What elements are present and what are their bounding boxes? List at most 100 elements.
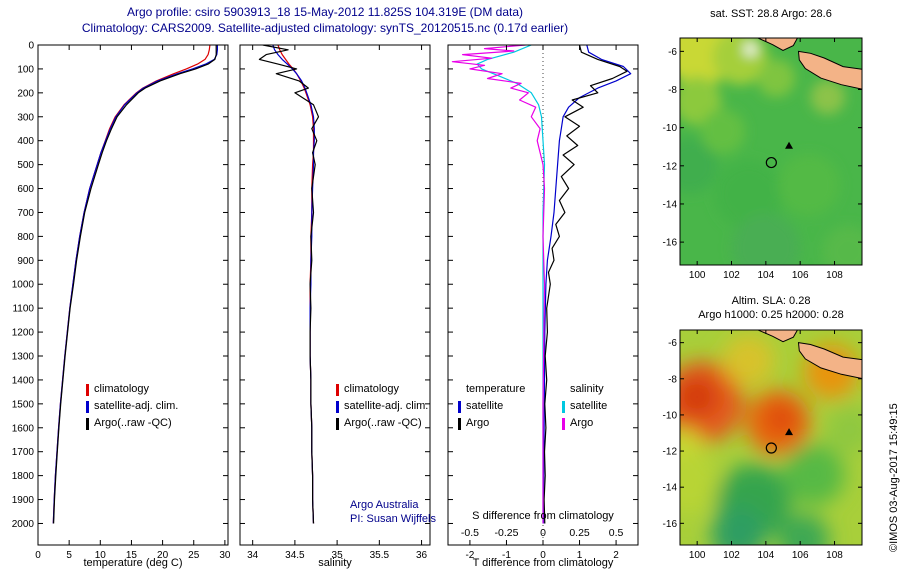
sla_map-ytick-label: -12	[663, 447, 678, 458]
argo-swatch	[336, 417, 339, 430]
temperature-ytick-label: 300	[17, 112, 34, 123]
temperature-ytick-label: 0	[28, 41, 34, 52]
temperature-ytick-label: 100	[17, 64, 34, 75]
temperature-xlabel: temperature (deg C)	[83, 557, 183, 569]
legend-label: satellite	[466, 400, 504, 412]
sla_map-field-blobs	[680, 334, 862, 545]
sla_map-field-blob	[783, 443, 845, 506]
legend-label: Argo(..raw -QC)	[94, 417, 172, 429]
satellite-clim-swatch	[86, 400, 89, 413]
sla_map-ytick-label: -8	[668, 374, 677, 385]
sst_map-ytick-label: -6	[668, 47, 677, 58]
temperature-ytick-label: 1000	[12, 280, 35, 291]
legend-label: satellite-adj. clim.	[94, 400, 179, 412]
sst_map-xtick-label: 100	[689, 270, 706, 281]
difference-series-t-satellite	[543, 45, 632, 524]
legend-item-satellite-clim: satellite-adj. clim.	[86, 398, 178, 415]
temperature-xtick-label: 30	[219, 550, 231, 561]
sla_map-ytick-label: -6	[668, 338, 677, 349]
temperature-ytick-label: 200	[17, 88, 34, 99]
temperature-ytick-label: 1400	[12, 375, 35, 386]
sla_map-island-marker	[785, 428, 794, 436]
s-axis-tick-label: 0	[540, 527, 546, 539]
difference-series-s-argo	[451, 45, 546, 524]
legend-item-t-satellite: satellite	[458, 398, 525, 415]
sla_map-land-coastline	[797, 342, 862, 379]
t-difference-xlabel: T difference from climatology	[472, 557, 614, 569]
difference-panel	[451, 45, 632, 545]
sst_map-field-blob	[731, 213, 801, 265]
sst_map-field-blob	[822, 225, 862, 265]
legend-item-argo: Argo(..raw -QC)	[86, 415, 178, 432]
temperature-ytick-label: 2000	[12, 519, 35, 530]
figure-title-line2: Climatology: CARS2009. Satellite-adjuste…	[81, 21, 569, 35]
difference-series-t-argo	[543, 45, 628, 524]
t-argo-swatch	[458, 417, 461, 430]
sla_map-field-blob	[722, 334, 775, 387]
legend-item-argo: Argo(..raw -QC)	[336, 415, 428, 432]
s-axis-tick-label: 0.5	[609, 527, 624, 539]
sla_map-field-blob	[710, 506, 766, 545]
sst_map-float-location-marker	[765, 156, 777, 169]
sst_map-field-blob	[680, 138, 718, 194]
temperature-xtick-label: 25	[188, 550, 200, 561]
difference-xtick-label: -2	[465, 550, 474, 561]
legend-label: climatology	[344, 383, 400, 395]
temperature-xtick-label: 20	[157, 550, 169, 561]
salinity-xlabel: salinity	[318, 557, 352, 569]
pi-note: PI: Susan Wijffels	[350, 513, 436, 525]
sla_map-ytick-label: -14	[663, 483, 678, 494]
temperature-ytick-label: 700	[17, 208, 34, 219]
temperature-ytick-label: 900	[17, 256, 34, 267]
figure-title-line1: Argo profile: csiro 5903913_18 15-May-20…	[126, 5, 524, 19]
legend-item-satellite-clim: satellite-adj. clim.	[336, 398, 428, 415]
sst_map-land-coastline	[797, 50, 862, 90]
temperature-ytick-label: 1200	[12, 328, 35, 339]
climatology-swatch	[336, 383, 339, 396]
salinity-panel	[258, 45, 320, 524]
sst_map-field-blob	[700, 109, 746, 154]
s-axis-tick-label: -0.25	[494, 527, 518, 539]
legend-label: Argo	[466, 417, 490, 429]
salinity-xtick-label: 34.5	[285, 550, 305, 561]
sst_map-xtick-label: 106	[792, 270, 809, 281]
legend-title: temperature	[466, 383, 526, 395]
imos-watermark: ©IMOS 03-Aug-2017 15:49:15	[888, 403, 900, 552]
sst_map-field-blob	[777, 154, 840, 216]
sla_map-float-location-marker	[765, 442, 777, 454]
sla_map-xtick-label: 100	[689, 550, 706, 561]
satellite-clim-swatch	[336, 400, 339, 413]
sst_map-ytick-label: -12	[663, 161, 678, 172]
sla_map-field-blob	[826, 405, 862, 454]
difference-xtick-label: 0	[540, 550, 546, 561]
temperature-series-satellite-adj-clim	[52, 45, 218, 524]
sst_map-axes-box	[679, 37, 863, 266]
temperature-xtick-label: 5	[66, 550, 72, 561]
s-difference-axis-label: S difference from climatology	[472, 510, 614, 522]
sla-map-title-line1: Altim. SLA: 0.28	[731, 295, 811, 307]
s-argo-swatch	[562, 417, 565, 430]
sla_map-xtick-label: 104	[758, 550, 775, 561]
legend-item-climatology: climatology	[336, 381, 428, 398]
sla-map-title-line2: Argo h1000: 0.25 h2000: 0.28	[698, 309, 844, 321]
temperature-ytick-label: 1700	[12, 447, 35, 458]
sla_map-xtick-label: 108	[826, 550, 843, 561]
sst_map-field-blob	[744, 43, 757, 56]
temperature-ytick-label: 400	[17, 136, 34, 147]
climatology-swatch	[86, 383, 89, 396]
temperature-axes-box	[37, 44, 229, 546]
salinity-series-climatology	[277, 45, 315, 524]
temperature-xtick-label: 15	[126, 550, 138, 561]
sla_map-field-blob	[680, 376, 718, 418]
sst_map-ytick-label: -14	[663, 199, 678, 210]
legend-label: Argo	[570, 417, 594, 429]
sst_map-field-blob	[810, 79, 845, 115]
difference-xtick-label: -1	[502, 550, 511, 561]
salinity-series-argo	[258, 45, 320, 524]
sla_map-land-coastline	[756, 330, 799, 343]
sst_map-ytick-label: -10	[663, 123, 678, 134]
temperature-ytick-label: 600	[17, 184, 34, 195]
sst_map-field-blob	[757, 59, 796, 97]
